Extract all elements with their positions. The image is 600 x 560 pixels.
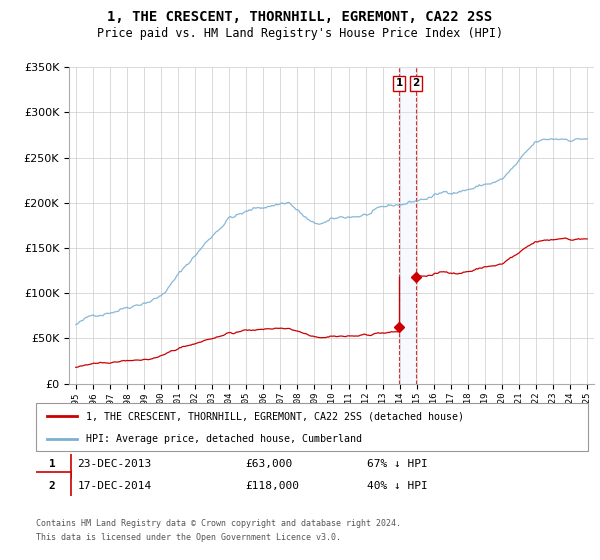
Text: This data is licensed under the Open Government Licence v3.0.: This data is licensed under the Open Gov… xyxy=(36,533,341,542)
Text: 1: 1 xyxy=(395,78,403,88)
Text: 67% ↓ HPI: 67% ↓ HPI xyxy=(367,459,428,469)
Text: 1, THE CRESCENT, THORNHILL, EGREMONT, CA22 2SS: 1, THE CRESCENT, THORNHILL, EGREMONT, CA… xyxy=(107,10,493,24)
Text: 2: 2 xyxy=(413,78,420,88)
Text: Price paid vs. HM Land Registry's House Price Index (HPI): Price paid vs. HM Land Registry's House … xyxy=(97,27,503,40)
Text: 40% ↓ HPI: 40% ↓ HPI xyxy=(367,482,428,491)
Text: 2: 2 xyxy=(49,482,55,491)
Text: Contains HM Land Registry data © Crown copyright and database right 2024.: Contains HM Land Registry data © Crown c… xyxy=(36,519,401,528)
Bar xyxy=(399,67,416,384)
Text: 17-DEC-2014: 17-DEC-2014 xyxy=(77,482,152,491)
Text: £63,000: £63,000 xyxy=(246,459,293,469)
Text: 23-DEC-2013: 23-DEC-2013 xyxy=(77,459,152,469)
FancyBboxPatch shape xyxy=(33,472,71,501)
FancyBboxPatch shape xyxy=(36,403,588,451)
FancyBboxPatch shape xyxy=(33,450,71,478)
Text: HPI: Average price, detached house, Cumberland: HPI: Average price, detached house, Cumb… xyxy=(86,434,362,444)
Text: 1: 1 xyxy=(49,459,55,469)
Text: 1, THE CRESCENT, THORNHILL, EGREMONT, CA22 2SS (detached house): 1, THE CRESCENT, THORNHILL, EGREMONT, CA… xyxy=(86,411,464,421)
Text: £118,000: £118,000 xyxy=(246,482,300,491)
